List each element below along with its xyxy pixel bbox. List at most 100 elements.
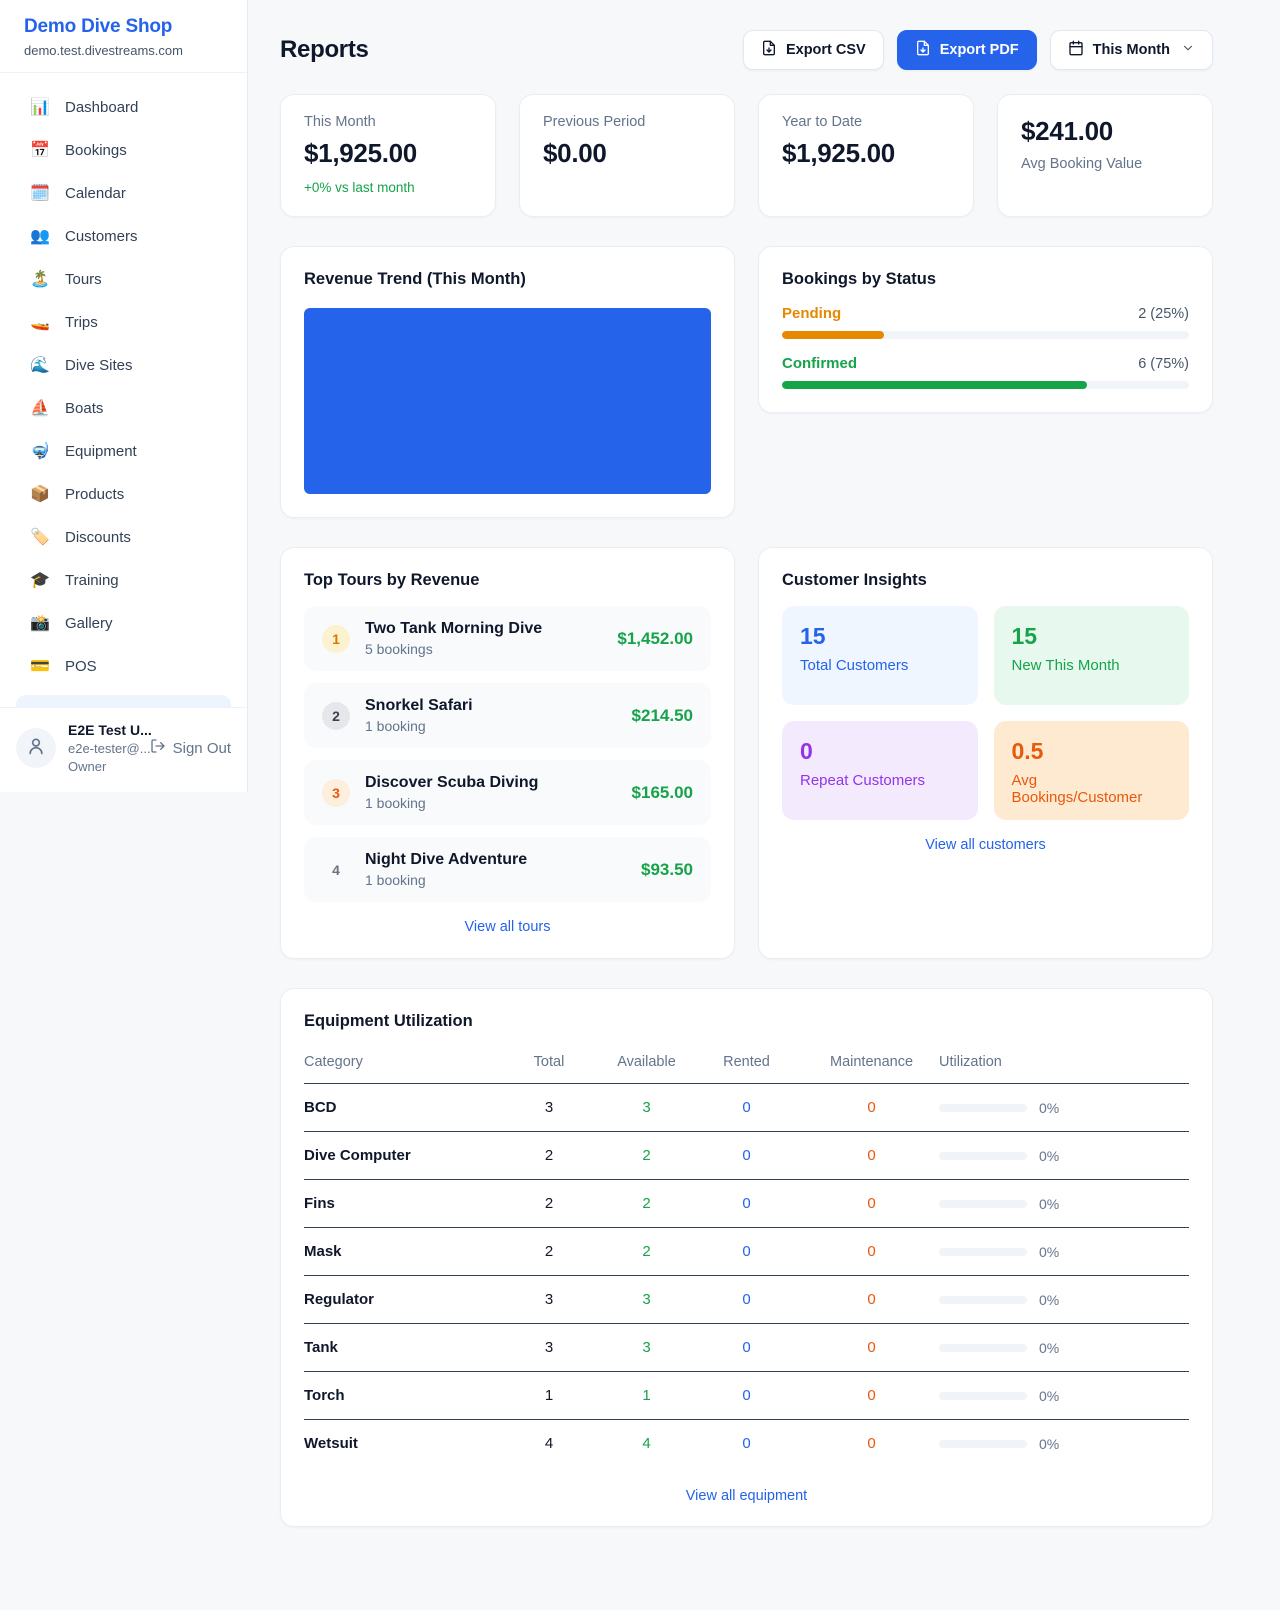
revenue-trend-card: Revenue Trend (This Month)	[280, 246, 735, 518]
sign-out-button[interactable]: Sign Out	[150, 738, 231, 758]
total-cell: 3	[494, 1275, 604, 1324]
calendar-icon: 🗓️	[30, 185, 50, 202]
sidebar-item-equipment[interactable]: 🤿 Equipment	[16, 431, 231, 471]
equipment-utilization-title: Equipment Utilization	[304, 1012, 473, 1030]
column-header-rented: Rented	[689, 1044, 804, 1084]
sidebar-item-partial-active[interactable]	[16, 695, 231, 707]
utilization-bar-wrap: 0%	[939, 1340, 1189, 1356]
sidebar-item-customers[interactable]: 👥 Customers	[16, 216, 231, 256]
bookings-by-status-card: Bookings by Status Pending 2 (25%) Confirm…	[758, 246, 1213, 413]
sidebar-item-boats[interactable]: ⛵ Boats	[16, 388, 231, 428]
column-header-utilization: Utilization	[939, 1044, 1189, 1084]
user-name: E2E Test U...	[68, 722, 152, 738]
status-label: Pending	[782, 305, 842, 322]
utilization-percent: 0%	[1039, 1147, 1060, 1164]
view-all-tours-link[interactable]: View all tours	[464, 919, 551, 935]
utilization-bar	[939, 1295, 1027, 1304]
view-all-equipment-link[interactable]: View all equipment	[685, 1488, 808, 1504]
stat-cards-row: This Month $1,925.00 +0% vs last month Prev…	[280, 94, 1213, 217]
maintenance-cell: 0	[804, 1323, 939, 1372]
tour-bookings: 1 booking	[365, 718, 426, 734]
sidebar-item-tours[interactable]: 🏝️ Tours	[16, 259, 231, 299]
rank-badge: 3	[322, 778, 350, 807]
brand-domain: demo.test.divestreams.com	[24, 43, 183, 58]
utilization-bar	[939, 1247, 1027, 1256]
tour-meta: Two Tank Morning Dive 5 bookings	[365, 620, 542, 657]
column-header-total: Total	[494, 1044, 604, 1084]
utilization-percent: 0%	[1039, 1291, 1060, 1308]
utilization-cell: 0%	[939, 1179, 1189, 1228]
utilization-bar	[939, 1103, 1027, 1112]
status-row-confirmed: Confirmed 6 (75%)	[782, 355, 1189, 389]
category-cell: Fins	[304, 1179, 494, 1228]
sidebar-item-bookings[interactable]: 📅 Bookings	[16, 130, 231, 170]
tour-row: 3 Discover Scuba Diving 1 booking $165.00	[304, 760, 711, 825]
stat-value: $241.00	[1021, 116, 1113, 146]
utilization-cell: 0%	[939, 1083, 1189, 1132]
tour-row: 2 Snorkel Safari 1 booking $214.50	[304, 683, 711, 748]
products-icon: 📦	[30, 486, 50, 503]
export-pdf-button[interactable]: Export PDF	[896, 30, 1037, 70]
tour-amount: $93.50	[641, 859, 693, 879]
category-cell: Torch	[304, 1371, 494, 1420]
top-tours-card: Top Tours by Revenue 1 Two Tank Morning D…	[280, 547, 735, 959]
period-dropdown[interactable]: This Month	[1049, 30, 1213, 70]
sidebar-item-trips[interactable]: 🚤 Trips	[16, 302, 231, 342]
stat-card-this-month: This Month $1,925.00 +0% vs last month	[280, 94, 496, 217]
rented-cell: 0	[689, 1371, 804, 1420]
utilization-bar-wrap: 0%	[939, 1196, 1189, 1212]
status-value: 2 (25%)	[1138, 306, 1189, 322]
sidebar-item-calendar[interactable]: 🗓️ Calendar	[16, 173, 231, 213]
export-csv-button[interactable]: Export CSV	[742, 30, 884, 70]
sidebar-item-discounts[interactable]: 🏷️ Discounts	[16, 517, 231, 557]
utilization-bar	[939, 1343, 1027, 1352]
user-meta: E2E Test U... e2e-tester@... Owner	[68, 722, 152, 774]
utilization-bar-wrap: 0%	[939, 1148, 1189, 1164]
calendar-icon	[1068, 40, 1084, 60]
sidebar-item-pos[interactable]: 💳 POS	[16, 646, 231, 686]
user-role: Owner	[68, 759, 107, 774]
sidebar-item-training[interactable]: 🎓 Training	[16, 560, 231, 600]
insight-value: 15	[800, 623, 826, 649]
brand-name[interactable]: Demo Dive Shop	[24, 16, 173, 37]
sidebar-item-label: POS	[65, 657, 97, 675]
equipment-row-tank: Tank 3 3 0 0 0%	[304, 1323, 1189, 1372]
equipment-row-dive-computer: Dive Computer 2 2 0 0 0%	[304, 1131, 1189, 1180]
utilization-bar-wrap: 0%	[939, 1388, 1189, 1404]
status-head: Confirmed 6 (75%)	[782, 355, 1189, 372]
view-all-customers-link[interactable]: View all customers	[925, 837, 1046, 853]
column-header-category: Category	[304, 1044, 494, 1084]
chevron-down-icon	[1181, 41, 1195, 59]
brand: Demo Dive Shop demo.test.divestreams.com	[0, 0, 247, 73]
sidebar-item-dive-sites[interactable]: 🌊 Dive Sites	[16, 345, 231, 385]
utilization-bar-wrap: 0%	[939, 1244, 1189, 1260]
gallery-icon: 📸	[30, 615, 50, 632]
status-value: 6 (75%)	[1138, 356, 1189, 372]
customer-insights-card: Customer Insights 15 Total Customers 15 New…	[758, 547, 1213, 959]
progress-fill	[782, 331, 884, 339]
sidebar-item-dashboard[interactable]: 📊 Dashboard	[16, 87, 231, 127]
stat-delta: +0% vs last month	[304, 180, 415, 195]
page-header: Reports Export CSV Export PDF This Month	[280, 28, 1213, 72]
category-cell: Dive Computer	[304, 1131, 494, 1180]
insight-tiles: 15 Total Customers 15 New This Month 0 Repeat…	[782, 606, 1189, 820]
sidebar-item-gallery[interactable]: 📸 Gallery	[16, 603, 231, 643]
tour-meta: Snorkel Safari 1 booking	[365, 697, 473, 734]
file-download-icon	[915, 40, 931, 60]
total-cell: 1	[494, 1371, 604, 1420]
rank-badge: 2	[322, 701, 350, 730]
customer-insights-title: Customer Insights	[782, 571, 927, 589]
sidebar-item-label: Tours	[65, 270, 102, 288]
available-cell: 3	[604, 1275, 689, 1324]
insight-tile-total-customers: 15 Total Customers	[782, 606, 978, 705]
equipment-row-regulator: Regulator 3 3 0 0 0%	[304, 1275, 1189, 1324]
dashboard-icon: 📊	[30, 99, 50, 116]
column-header-available: Available	[604, 1044, 689, 1084]
sidebar-item-products[interactable]: 📦 Products	[16, 474, 231, 514]
top-tours-title: Top Tours by Revenue	[304, 571, 480, 589]
boats-icon: ⛵	[30, 400, 50, 417]
utilization-cell: 0%	[939, 1227, 1189, 1276]
export-csv-label: Export CSV	[785, 42, 866, 58]
stat-card-avg-booking-value: $241.00 Avg Booking Value	[997, 94, 1213, 217]
sidebar-item-label: Dashboard	[65, 98, 139, 116]
